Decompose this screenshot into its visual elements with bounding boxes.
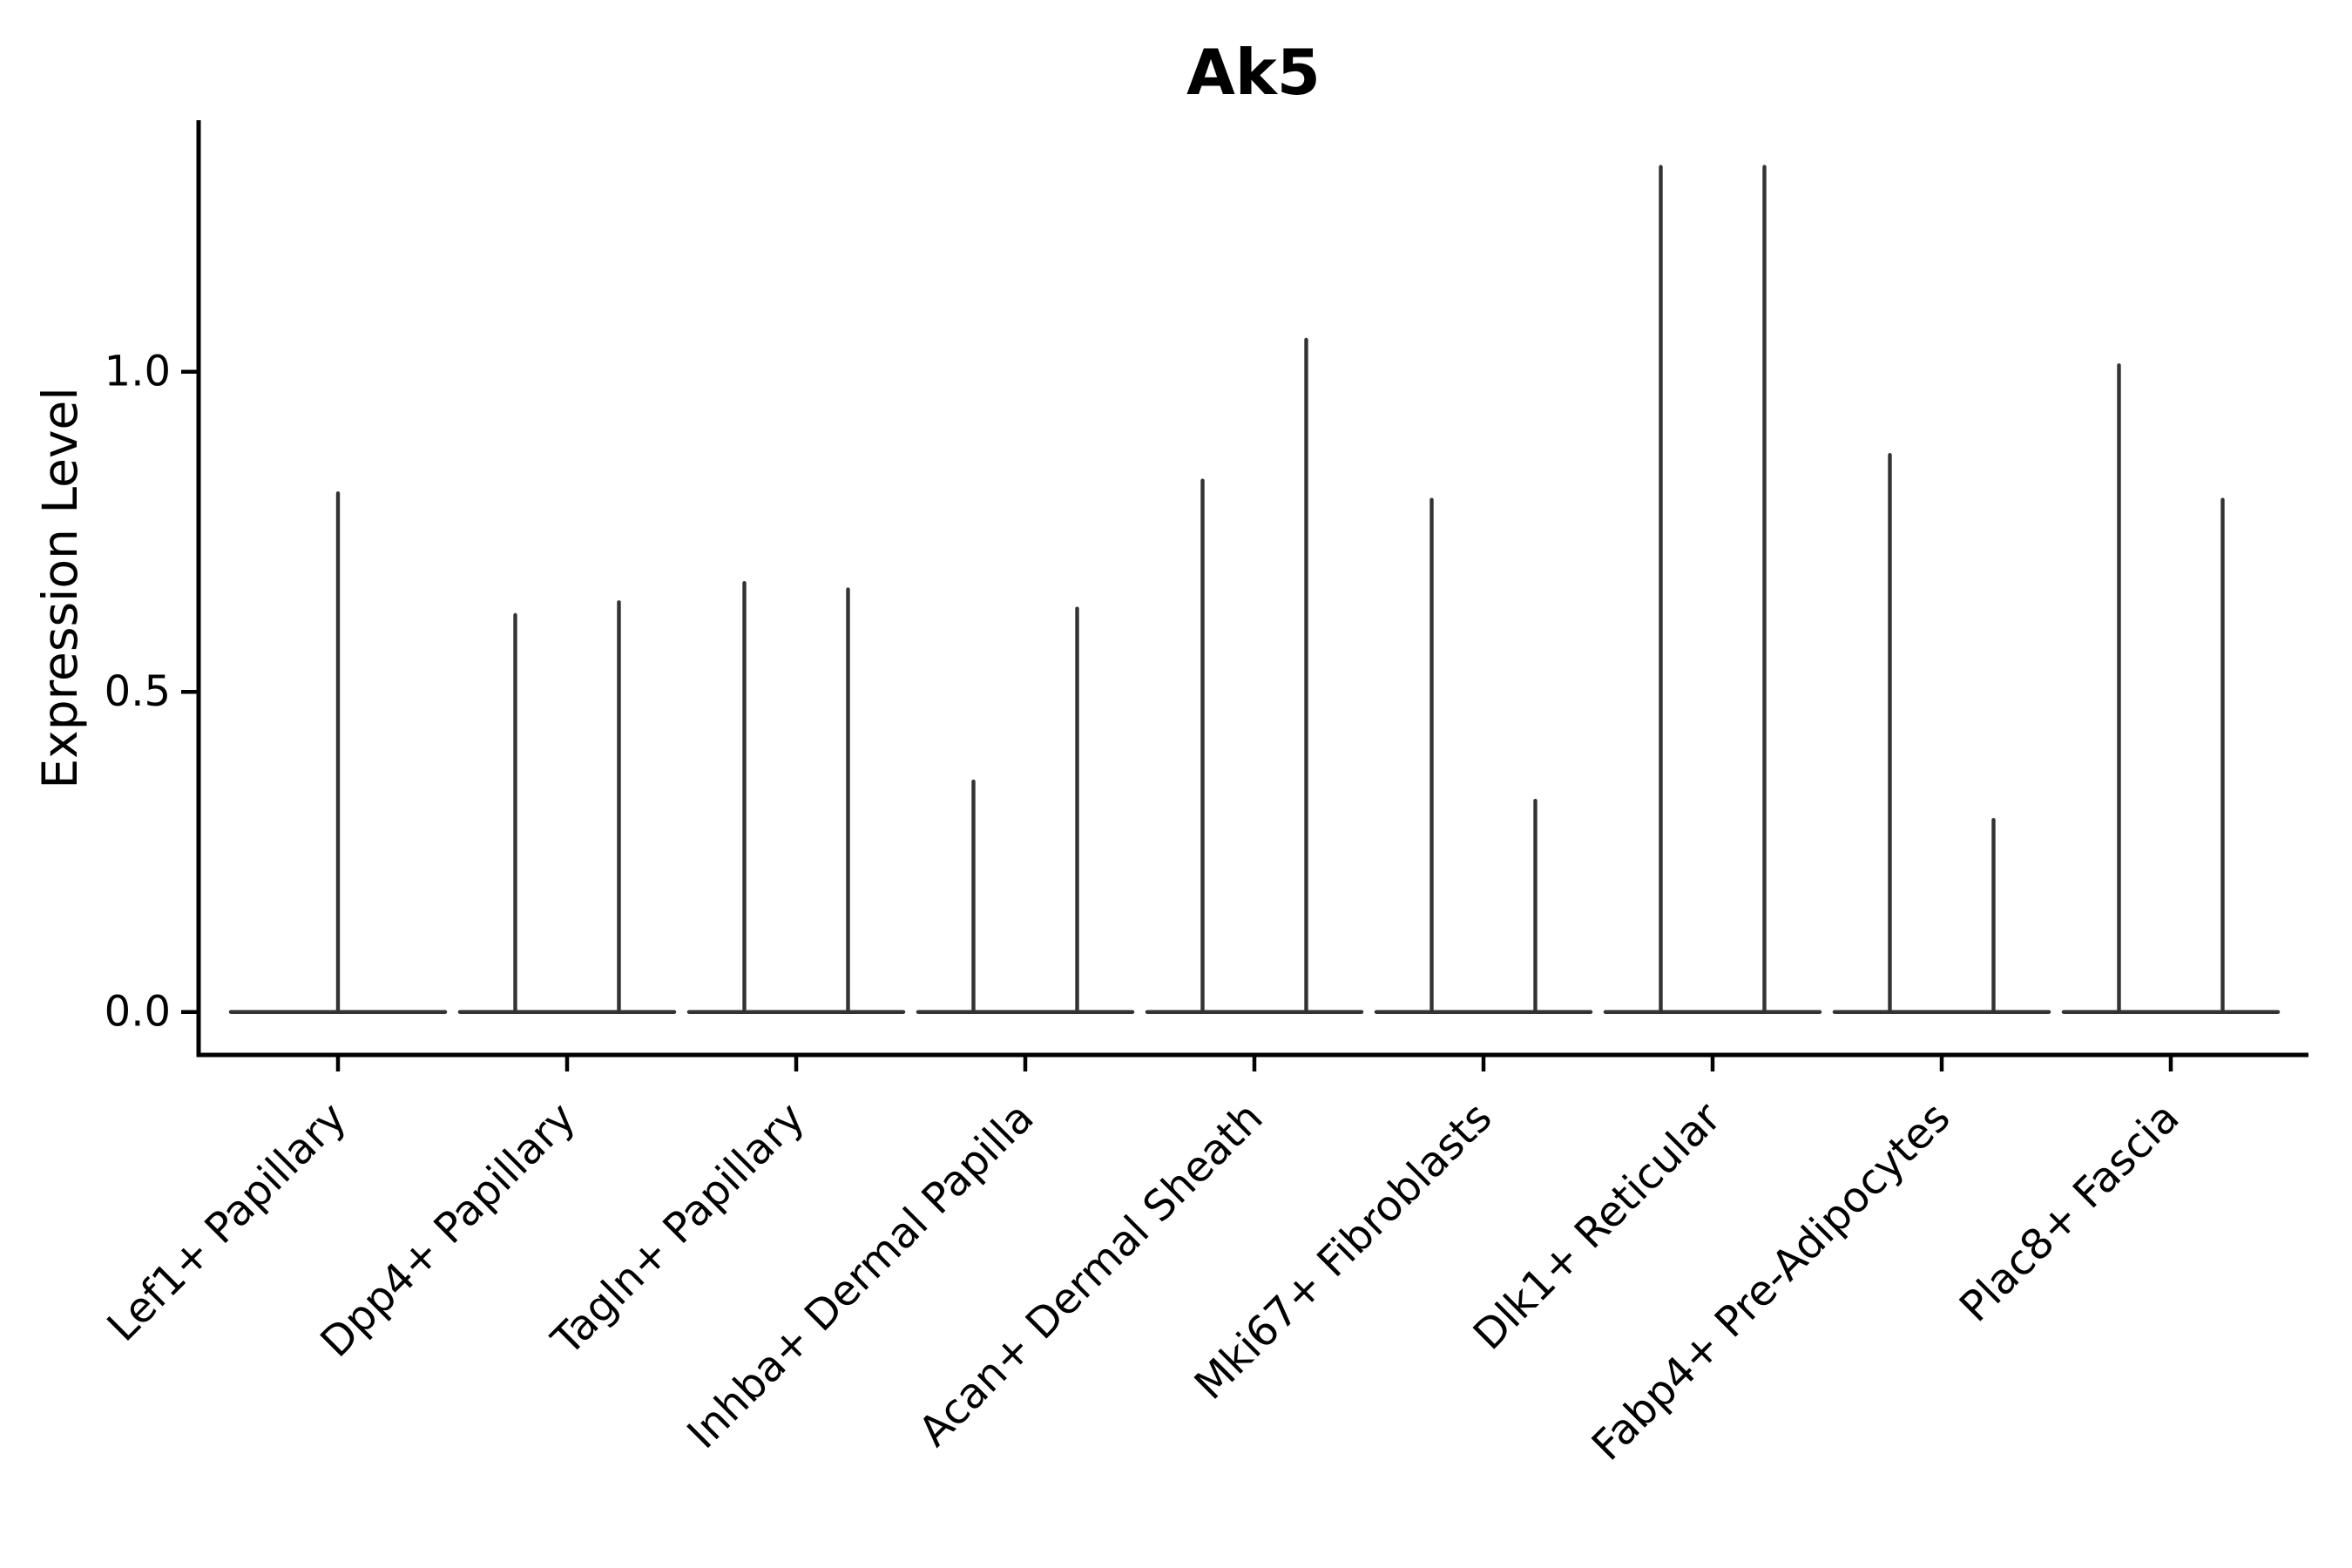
x-tick-label: Dlk1+ Reticular: [1464, 1093, 1731, 1360]
y-axis-ticks: 0.0 0.5 1.0: [105, 348, 197, 1037]
violin-group: [1832, 453, 2051, 1014]
y-tick-label: 1.0: [105, 348, 171, 396]
violin-group: [457, 600, 677, 1014]
violin-group: [228, 491, 448, 1014]
x-tick-label: Dpp4+ Papillary: [311, 1093, 585, 1367]
chart-title: Ak5: [1186, 36, 1321, 109]
x-tick-label: Tagln+ Papillary: [542, 1093, 814, 1365]
x-tick-label: Lef1+ Papillary: [98, 1093, 356, 1351]
violin-group: [916, 606, 1135, 1014]
violin-series: [228, 165, 2281, 1014]
x-tick-label: Plac8+ Fascia: [1950, 1093, 2189, 1332]
violin-group: [1374, 497, 1593, 1014]
axes: [196, 120, 2308, 1058]
violin-group: [1145, 337, 1364, 1014]
violin-group: [2061, 363, 2281, 1014]
violin-group: [1603, 165, 1822, 1014]
y-tick-label: 0.0: [105, 988, 171, 1037]
y-axis-label: Expression Level: [32, 387, 88, 788]
y-tick-label: 0.5: [105, 667, 171, 716]
violin-group: [686, 581, 906, 1014]
